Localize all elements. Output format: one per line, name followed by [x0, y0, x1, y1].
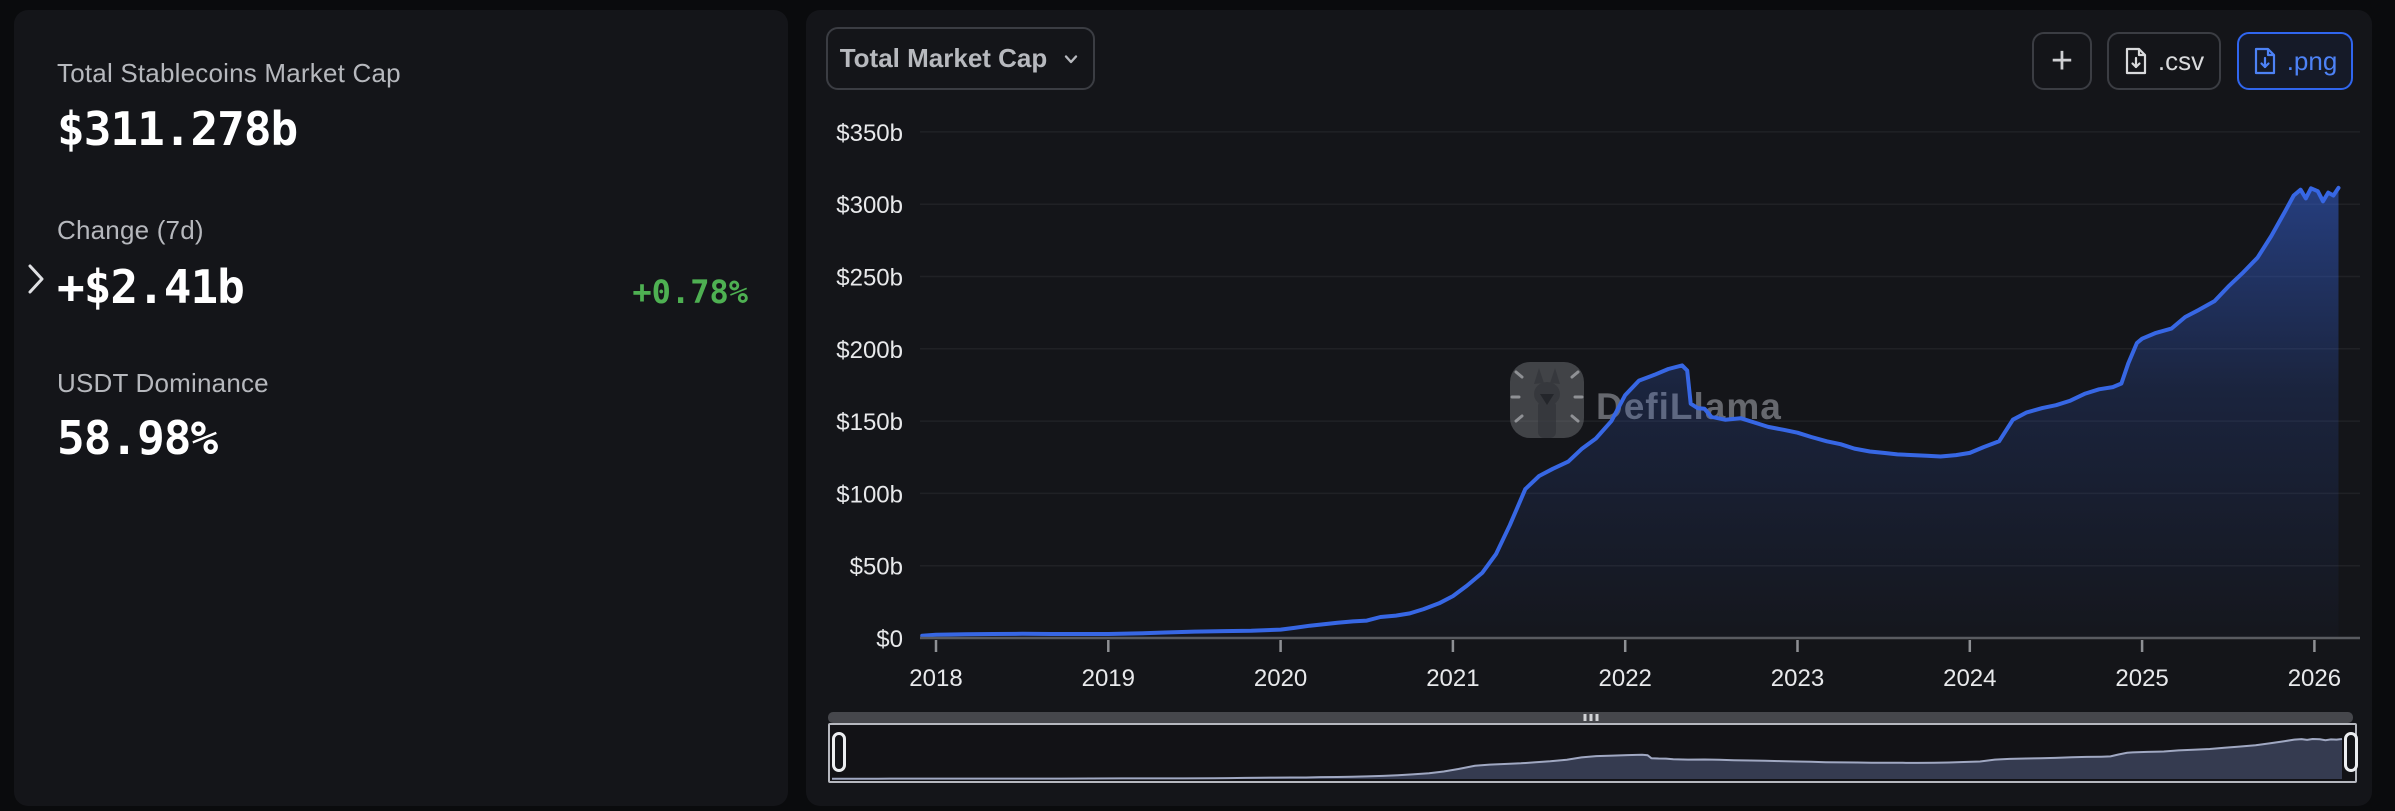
series-area	[922, 187, 2339, 638]
stats-panel: Total Stablecoins Market Cap $311.278b C…	[14, 10, 788, 806]
brush-series-area	[832, 739, 2342, 779]
y-axis-tick-label: $200b	[836, 337, 903, 364]
plus-icon: +	[2050, 39, 2074, 82]
x-axis-tick-label: 2022	[1599, 665, 1652, 692]
market-cap-series	[920, 185, 2341, 638]
brush-right-handle[interactable]	[2344, 732, 2358, 772]
usdt-dominance-value: 58.98%	[57, 411, 218, 465]
x-axis-tick-label: 2020	[1254, 665, 1307, 692]
metric-dropdown-value: Total Market Cap	[839, 43, 1048, 73]
chevron-right-icon[interactable]	[26, 262, 46, 296]
brush-left-handle[interactable]	[832, 732, 846, 772]
download-png-button[interactable]: .png	[2237, 32, 2353, 90]
brush-scrollbar[interactable]	[828, 712, 2353, 723]
y-axis-tick-label: $150b	[836, 409, 903, 436]
llama-logo-icon	[1510, 362, 1584, 438]
x-axis-tick-label: 2021	[1426, 665, 1479, 692]
usdt-dominance-label: USDT Dominance	[57, 368, 269, 398]
chevron-down-icon	[1065, 54, 1078, 63]
file-download-icon	[2125, 47, 2146, 75]
add-chart-button[interactable]: +	[2032, 32, 2092, 90]
chart-panel: DefiLlama $0$50b$100b$150b$200b$250b$300…	[806, 10, 2372, 806]
csv-button-label: .csv	[2157, 45, 2205, 76]
brush-grip-icon[interactable]	[1583, 714, 1598, 721]
y-axis-tick-label: $350b	[836, 120, 903, 147]
brush-series-line	[831, 737, 2343, 780]
file-download-icon	[2254, 47, 2275, 75]
download-csv-button[interactable]: .csv	[2107, 32, 2221, 90]
brush-series	[831, 737, 2343, 780]
total-market-cap-value: $311.278b	[57, 102, 298, 156]
metric-dropdown[interactable]: Total Market Cap	[826, 27, 1095, 90]
market-cap-chart[interactable]: DefiLlama $0$50b$100b$150b$200b$250b$300…	[806, 10, 2372, 806]
axes: $0 $50b $100b $150b $200b $250b $300b $350b 2018…	[836, 120, 2360, 692]
y-axis-tick-label: $100b	[836, 481, 903, 508]
x-axis-tick-label: 2024	[1943, 665, 1996, 692]
y-axis-tick-label: $250b	[836, 265, 903, 292]
y-axis-tick-label: $50b	[850, 554, 903, 581]
x-axis-tick-label: 2023	[1771, 665, 1824, 692]
change-7d-value: +$2.41b	[57, 260, 245, 314]
change-7d-percent: +0.78%	[632, 273, 748, 311]
x-axis-tick-label: 2026	[2288, 665, 2341, 692]
brush-mini-chart[interactable]	[828, 723, 2357, 783]
series-line	[920, 185, 2341, 638]
change-7d-label: Change (7d)	[57, 215, 204, 245]
y-axis-tick-label: $0	[876, 626, 903, 653]
total-market-cap-label: Total Stablecoins Market Cap	[57, 58, 401, 88]
x-axis-tick-label: 2025	[2115, 665, 2168, 692]
y-axis-tick-label: $300b	[836, 192, 903, 219]
x-axis-tick-label: 2019	[1082, 665, 1135, 692]
png-button-label: .png	[2286, 45, 2338, 76]
x-axis-tick-label: 2018	[909, 665, 962, 692]
